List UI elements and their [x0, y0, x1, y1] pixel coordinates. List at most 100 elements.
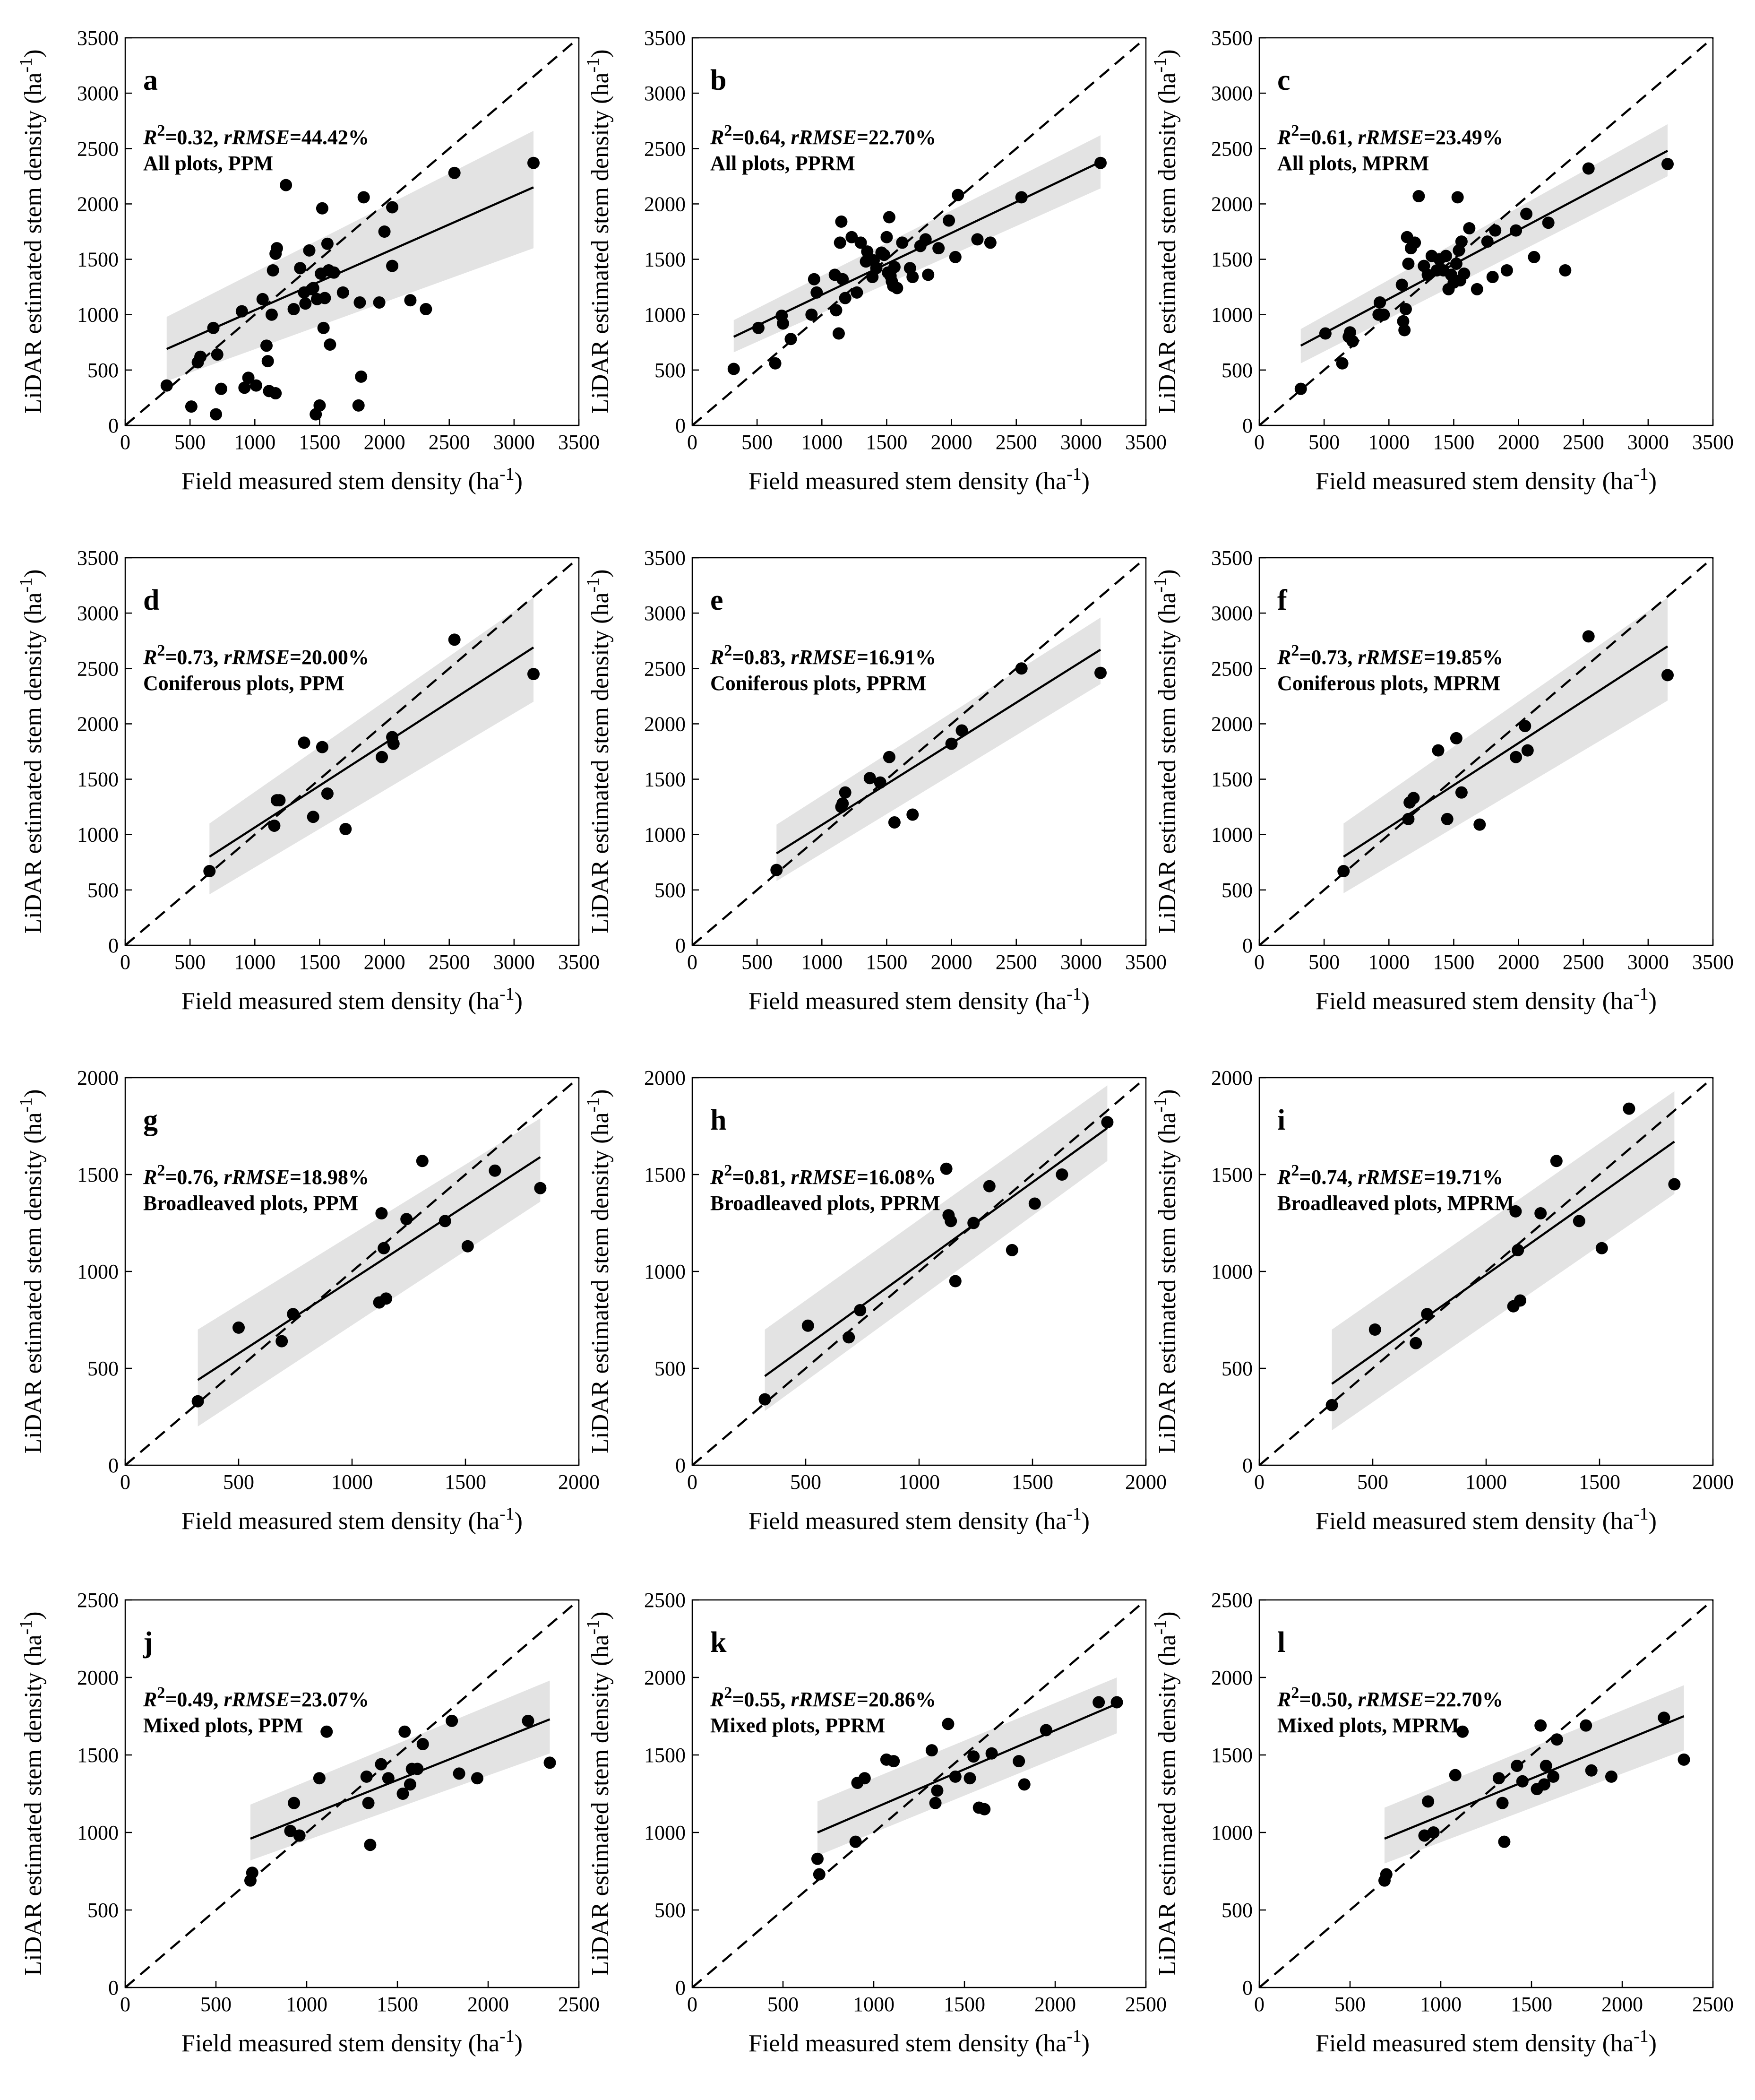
data-point	[887, 1755, 900, 1768]
data-point	[1427, 1826, 1440, 1839]
y-tick-label: 2000	[644, 712, 686, 735]
y-tick-label: 1000	[77, 1260, 119, 1283]
x-axis-title-close: )	[1082, 1508, 1090, 1535]
x-axis-title-close: )	[1082, 988, 1090, 1015]
data-point	[830, 304, 843, 317]
data-point	[1451, 191, 1464, 204]
one-to-one-line	[691, 37, 1147, 426]
y-tick-label: 0	[1242, 414, 1253, 437]
data-point	[1550, 1155, 1563, 1167]
x-tick-label: 2000	[1125, 1470, 1167, 1494]
y-axis-title-text: LiDAR estimated stem density (ha	[1154, 592, 1181, 933]
stats-annotation: R2=0.73, rRMSE=20.00%	[143, 642, 369, 669]
data-point	[299, 297, 312, 310]
data-point	[1542, 216, 1555, 229]
data-point	[1519, 720, 1531, 733]
y-tick-label: 2000	[1211, 192, 1253, 216]
y-tick-label: 500	[654, 1357, 686, 1380]
panel-a: 0 500 1000 1500 2000 2500 3000 3500 0 500 1000 1500…	[16, 26, 600, 495]
rmse-value: =16.91%	[857, 646, 936, 669]
y-tick-label: 2000	[77, 1666, 119, 1689]
data-point	[843, 1331, 855, 1344]
data-point	[387, 737, 400, 750]
y-axis-title: LiDAR estimated stem density (ha-1)	[583, 49, 614, 414]
y-tick-label: 500	[87, 1899, 119, 1922]
data-point	[396, 1788, 409, 1800]
data-point	[1458, 268, 1471, 280]
data-point	[1374, 296, 1386, 309]
data-point	[836, 797, 849, 810]
x-tick-label: 3000	[493, 951, 535, 974]
data-point	[269, 387, 282, 400]
data-point	[985, 1747, 998, 1760]
data-point	[810, 286, 823, 299]
data-point	[906, 808, 919, 821]
data-point	[307, 282, 319, 294]
data-point	[967, 1217, 980, 1229]
data-point	[1538, 1778, 1550, 1791]
regression-line	[209, 646, 534, 858]
rmse-value: =23.07%	[290, 1688, 369, 1711]
x-axis-title-text: Field measured stem density (ha	[748, 2030, 1067, 2057]
y-tick-label: 500	[654, 1899, 686, 1922]
data-point	[883, 751, 895, 763]
y-axis-title: LiDAR estimated stem density (ha-1)	[16, 49, 47, 414]
x-axis-title: Field measured stem density (ha-1)	[748, 464, 1090, 495]
data-point	[386, 201, 399, 214]
y-axis-title-text: LiDAR estimated stem density (ha	[587, 1634, 614, 1976]
y-tick-label: 0	[675, 1454, 686, 1477]
data-point	[375, 1758, 387, 1771]
y-axis-title: LiDAR estimated stem density (ha-1)	[16, 1089, 47, 1453]
data-point	[945, 1215, 957, 1227]
regression-line	[1384, 1715, 1685, 1840]
data-point	[874, 776, 886, 789]
x-tick-label: 3000	[1060, 951, 1102, 974]
data-point	[949, 1770, 962, 1783]
data-point	[1439, 250, 1452, 262]
data-point	[1421, 1308, 1434, 1321]
data-point	[849, 1835, 862, 1848]
y-axis-title-close: )	[587, 569, 614, 577]
x-tick-label: 1500	[1511, 1993, 1552, 2016]
data-point	[896, 236, 909, 249]
data-point	[287, 1308, 300, 1321]
r2-symbol: R	[710, 1688, 724, 1711]
stats-annotation: R2=0.74, rRMSE=19.71%	[1277, 1162, 1503, 1189]
panel-c: 0 500 1000 1500 2000 2500 3000 3500 0 500 1000 1500…	[1150, 26, 1734, 495]
data-point	[931, 1784, 944, 1797]
data-point	[777, 317, 789, 330]
data-point	[1006, 1244, 1018, 1256]
y-axis-title-text: LiDAR estimated stem density (ha	[20, 592, 47, 933]
data-point	[250, 379, 263, 392]
data-point	[1489, 224, 1502, 237]
rmse-symbol: rRMSE	[224, 1166, 289, 1189]
one-to-one-line	[1258, 37, 1714, 426]
data-point	[1368, 1323, 1381, 1336]
y-axis-title: LiDAR estimated stem density (ha-1)	[1150, 569, 1181, 933]
data-point	[1094, 666, 1107, 679]
x-tick-label: 500	[174, 431, 206, 454]
data-point	[400, 1213, 413, 1226]
x-tick-label: 3000	[1060, 431, 1102, 454]
y-axis-title: LiDAR estimated stem density (ha-1)	[583, 1089, 614, 1453]
x-axis-title-exponent: -1	[1067, 464, 1082, 484]
plot-description: Mixed plots, PPM	[143, 1714, 303, 1737]
data-point	[1498, 1835, 1511, 1848]
data-point	[294, 262, 307, 275]
r2-value: =0.73,	[165, 646, 224, 669]
x-tick-label: 1000	[898, 1470, 940, 1494]
data-point	[160, 379, 173, 392]
x-tick-label: 0	[120, 1470, 130, 1494]
data-point	[461, 1240, 474, 1253]
y-tick-label: 1500	[77, 1163, 119, 1186]
one-to-one-line	[124, 1077, 580, 1466]
y-axis-title-exponent: -1	[1150, 1098, 1170, 1113]
data-point	[1623, 1102, 1635, 1115]
rmse-symbol: rRMSE	[224, 646, 289, 669]
data-point	[1450, 732, 1462, 744]
data-point	[1110, 1696, 1123, 1709]
y-axis-title: LiDAR estimated stem density (ha-1)	[1150, 1611, 1181, 1976]
rmse-value: =16.08%	[857, 1166, 936, 1189]
y-axis-title-text: LiDAR estimated stem density (ha	[587, 72, 614, 414]
data-point	[1500, 264, 1513, 277]
